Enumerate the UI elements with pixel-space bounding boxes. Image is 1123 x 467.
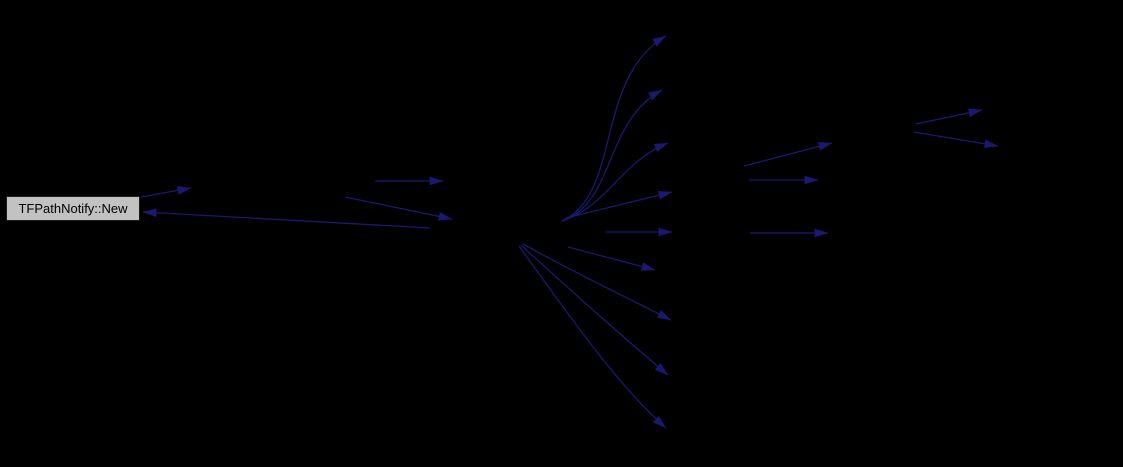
edge-center-down-2 [522,243,672,321]
edge-group [140,35,999,429]
edge-far-right-up [915,108,983,125]
edge-center-diagonal [565,190,673,219]
edge-center-down-4 [518,245,667,429]
edge-center-down-1 [567,246,656,271]
edge-mid-right-diagonal [743,142,833,167]
graph-node-label: TFPathNotify::New [18,201,128,216]
edge-center-down-3 [520,244,669,376]
graph-node-tfpathnotify-new[interactable]: TFPathNotify::New [6,196,140,221]
edge-center-up-curve-1 [561,35,667,222]
edge-center-up-curve-3 [563,142,669,221]
edge-return-to-node [142,208,431,229]
edge-center-up-curve-2 [562,89,663,222]
edge-hidden-a-to-center-2 [344,196,453,221]
edge-node-to-hidden-a [140,186,192,198]
edge-far-right-down [913,131,999,149]
